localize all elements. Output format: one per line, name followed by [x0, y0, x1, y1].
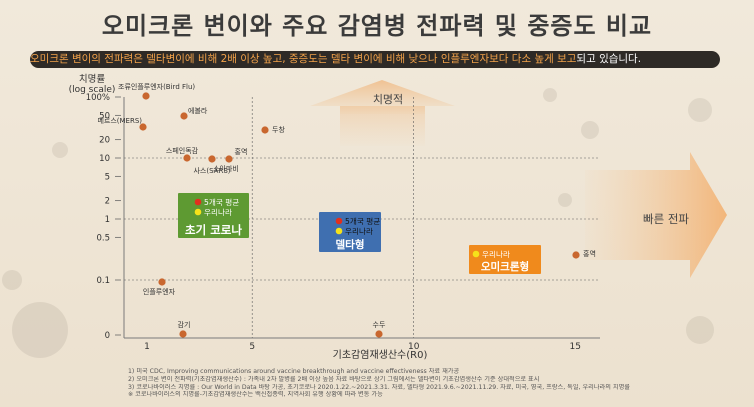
- point-label: 홍역: [583, 249, 596, 258]
- right-arrow-label: 빠른 전파: [643, 212, 689, 226]
- point-label: 메르스(MERS): [97, 117, 142, 125]
- group-item-label: 5개국 평균: [345, 216, 380, 226]
- y-tick-label: 5: [105, 172, 110, 182]
- y-tick-label: 50: [99, 111, 110, 121]
- subtitle-banner: 오미크론 변이의 전파력은 델타변이에 비해 2배 이상 높고, 중증도는 델타…: [30, 51, 720, 68]
- group-item-label: 우리나라: [345, 227, 373, 236]
- y-tick-label: 0.1: [96, 276, 110, 286]
- point-label: 사스(SARS): [193, 166, 230, 175]
- up-arrow-label: 치명적: [373, 93, 403, 106]
- x-tick-label: 5: [249, 342, 255, 352]
- y-axis-title-1: 치명률: [79, 73, 105, 85]
- point-dot: [179, 330, 187, 338]
- footnotes: 1) 미국 CDC, Improving communications arou…: [128, 368, 728, 399]
- point-label: 수두: [373, 321, 386, 329]
- point-label: 조류인플루엔자(Bird Flu): [118, 82, 195, 91]
- group-dot: [335, 217, 343, 225]
- x-axis-title: 기초감염재생산수(R0): [333, 349, 428, 361]
- x-tick-labels: 1 5 10 15: [144, 342, 581, 352]
- point-dot: [261, 126, 269, 134]
- footnote-2: 2) 오미크론 변이 전파력(기초감염재생산수) : 가족내 2차 발병률 2배…: [128, 375, 540, 383]
- point-label: 인플루엔자: [143, 287, 176, 296]
- group-name: 초기 코로나: [185, 223, 242, 237]
- footnote-1: 1) 미국 CDC, Improving communications arou…: [128, 368, 460, 375]
- group-dot: [472, 250, 480, 258]
- y-tick-label: 20: [99, 136, 110, 146]
- page-title: 오미크론 변이와 주요 감염병 전파력 및 중증도 비교: [101, 12, 653, 40]
- up-arrow-body: [340, 106, 425, 146]
- virus-decorations: [2, 88, 714, 358]
- group-item-label: 우리나라: [204, 208, 232, 217]
- point-dot: [180, 112, 188, 120]
- y-tick-label: 2: [105, 197, 110, 207]
- group-item-label: 5개국 평균: [204, 197, 239, 207]
- point-dot: [142, 92, 150, 100]
- point-label: 두창: [272, 126, 285, 134]
- y-axis-title-2: (log scale): [69, 85, 116, 95]
- y-tick-label: 0: [105, 331, 110, 341]
- y-tick-label: 1: [105, 215, 110, 225]
- group-dot: [194, 198, 202, 206]
- point-label: 스페인독감: [166, 146, 199, 155]
- point-dot: [225, 155, 233, 163]
- data-points: 조류인플루엔자(Bird Flu) 메르스(MERS) 에볼라두창스페인독감소아마비…: [97, 82, 596, 338]
- group-dot: [194, 208, 202, 216]
- point-label: 홍역: [235, 147, 248, 156]
- point-dot: [158, 278, 166, 286]
- footnote-4: ※ 코로나바이러스의 치명률-기초감염재생산수는 백신접종력, 지역사회 유행 …: [128, 391, 383, 399]
- subtitle-rest: 되고 있습니다.: [576, 53, 642, 65]
- up-arrow: [310, 80, 455, 114]
- x-tick-label: 10: [408, 342, 420, 352]
- y-tick-label: 0.5: [96, 233, 110, 243]
- group-item-label: 우리나라: [482, 250, 510, 259]
- subtitle-highlight: 오미크론 변이의 전파력은 델타변이에 비해 2배 이상 높고, 중증도는 델타…: [30, 53, 577, 65]
- group-dot: [335, 227, 343, 235]
- x-tick-label: 15: [569, 342, 580, 352]
- y-tick-label: 10: [99, 154, 110, 164]
- point-label: 에볼라: [188, 106, 208, 115]
- point-label: 감기: [178, 320, 191, 329]
- point-dot: [139, 123, 147, 131]
- point-dot: [572, 251, 580, 259]
- point-dot: [375, 330, 383, 338]
- point-dot: [208, 155, 216, 163]
- y-tick-label: 100%: [86, 93, 110, 103]
- footnote-3: 3) 코로나바이러스 치명률 : Our World in Data 바탕 가공…: [128, 383, 630, 391]
- y-tick-labels: 100% 50 20 10 5 2 1 0.5 0.1 0: [86, 93, 121, 341]
- x-tick-label: 1: [144, 342, 150, 352]
- group-name: 델타형: [336, 238, 365, 251]
- group-box: [319, 212, 381, 252]
- group-box: [469, 245, 541, 274]
- point-dot: [183, 154, 191, 162]
- right-arrow: [585, 152, 727, 278]
- point-label: 소아마비: [213, 164, 239, 173]
- group-name: 오미크론형: [481, 260, 529, 273]
